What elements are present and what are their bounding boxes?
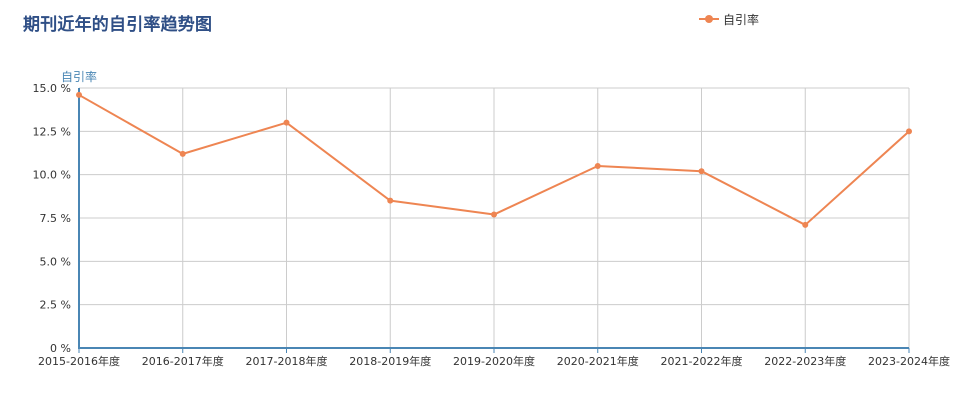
legend-line-icon <box>699 15 719 23</box>
x-tick-label: 2019-2020年度 <box>453 354 535 368</box>
y-tick-label: 7.5 % <box>40 212 71 225</box>
x-tick-label: 2022-2023年度 <box>764 354 846 368</box>
legend-label: 自引率 <box>723 12 760 27</box>
x-tick-label: 2021-2022年度 <box>661 354 743 368</box>
series-layer <box>76 91 912 228</box>
legend[interactable]: 自引率 <box>698 10 759 28</box>
data-point[interactable] <box>179 150 186 157</box>
y-tick-label: 2.5 % <box>40 299 71 312</box>
data-point[interactable] <box>76 91 82 98</box>
data-point[interactable] <box>906 128 912 135</box>
data-point[interactable] <box>698 168 705 175</box>
axis-layer <box>78 88 910 353</box>
y-axis-title: 自引率 <box>61 69 97 84</box>
x-tick-label: 2023-2024年度 <box>868 354 950 368</box>
x-tick-label: 2018-2019年度 <box>349 354 431 368</box>
y-tick-label: 12.5 % <box>33 125 71 138</box>
data-point[interactable] <box>283 119 290 126</box>
data-point[interactable] <box>802 221 809 228</box>
data-point[interactable] <box>387 197 394 204</box>
chart-title: 期刊近年的自引率趋势图 <box>23 15 213 35</box>
grid-layer <box>79 87 910 348</box>
y-tick-label: 0 % <box>50 342 71 355</box>
x-tick-label: 2017-2018年度 <box>246 354 328 368</box>
y-tick-label: 10.0 % <box>33 169 71 182</box>
data-point[interactable] <box>491 211 497 218</box>
label-layer: 0 % 2.5 % 5.0 % 7.5 % 10.0 % 12.5 % 15.0 % 2015… <box>33 69 950 368</box>
y-tick-label: 15.0 % <box>33 82 71 95</box>
y-tick-label: 5.0 % <box>40 255 71 268</box>
legend-marker <box>705 15 713 23</box>
x-tick-label: 2016-2017年度 <box>142 354 224 368</box>
x-tick-label: 2020-2021年度 <box>557 354 639 368</box>
data-point[interactable] <box>594 163 601 169</box>
x-tick-label: 2015-2016年度 <box>38 354 120 368</box>
